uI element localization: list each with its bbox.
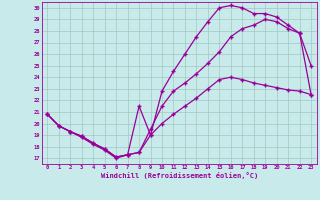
X-axis label: Windchill (Refroidissement éolien,°C): Windchill (Refroidissement éolien,°C) [100,172,258,179]
